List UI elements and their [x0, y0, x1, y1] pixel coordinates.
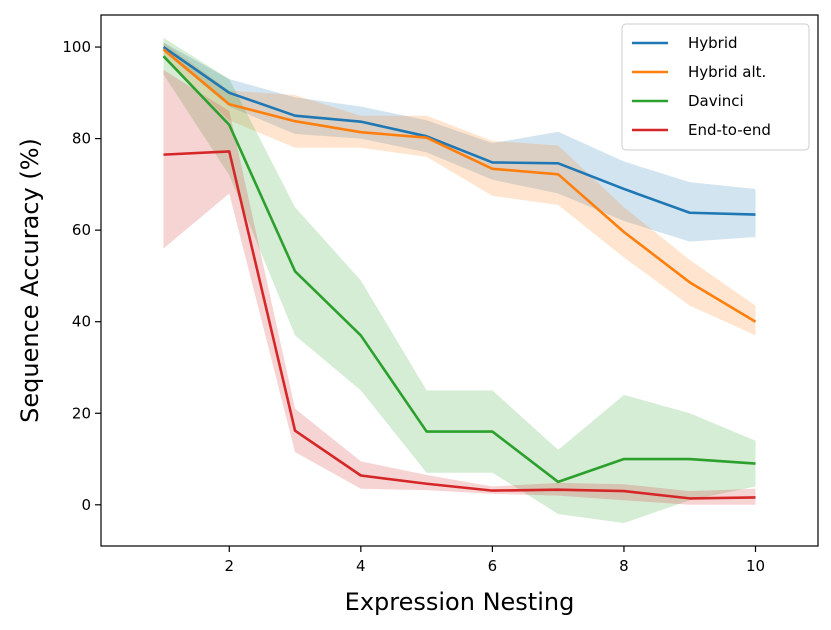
confidence-bands [163, 37, 756, 524]
hybrid-band [163, 42, 756, 242]
end-to-end-band [163, 69, 756, 505]
hybrid-alt-band [163, 42, 756, 336]
hybrid-alt-line [162, 48, 757, 323]
x-axis-title: Expression Nesting [345, 588, 575, 616]
series-lines [162, 45, 757, 500]
davinci-line [162, 55, 756, 484]
legend: Hybrid Hybrid alt. Davinci End-to-end [621, 23, 810, 151]
legend-label-hybrid: Hybrid [688, 34, 738, 52]
end-to-end-line [163, 150, 756, 500]
y-tick-label: 20 [72, 404, 91, 422]
x-tick-label: 10 [746, 557, 765, 575]
legend-label-davinci: Davinci [688, 92, 744, 110]
x-tick-label: 2 [224, 557, 234, 575]
y-tick-label: 80 [72, 130, 91, 148]
x-tick-label: 6 [488, 557, 498, 575]
y-axis-ticks: 0 20 40 60 80 100 [62, 38, 101, 514]
plot-frame [100, 14, 819, 547]
legend-label-hybrid-alt: Hybrid alt. [688, 63, 766, 81]
legend-label-end-to-end: End-to-end [688, 121, 771, 139]
x-tick-label: 8 [619, 557, 629, 575]
y-tick-label: 60 [72, 221, 91, 239]
y-tick-label: 40 [72, 313, 91, 331]
y-axis-title: Sequence Accuracy (%) [16, 138, 44, 423]
davinci-band [163, 37, 756, 524]
hybrid-line [162, 45, 756, 216]
x-axis-ticks: 2 4 6 8 10 [224, 546, 765, 575]
legend-box [621, 23, 810, 151]
y-tick-label: 100 [62, 38, 91, 56]
y-tick-label: 0 [81, 496, 91, 514]
x-tick-label: 4 [356, 557, 366, 575]
